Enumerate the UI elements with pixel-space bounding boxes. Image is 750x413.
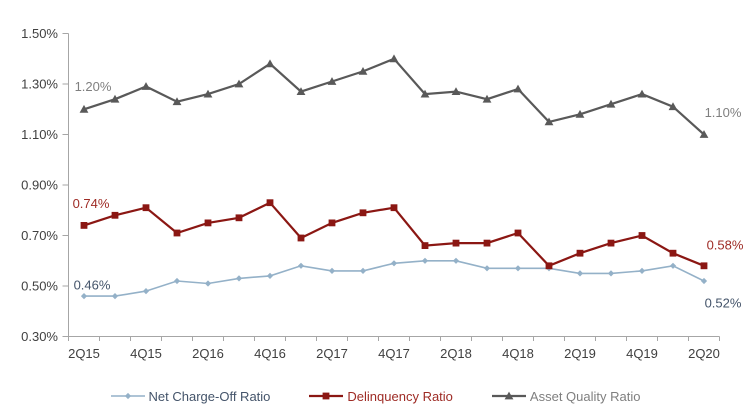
data-label-delinquency-ratio-first: 0.74% xyxy=(73,196,110,211)
series-asset-quality-ratio xyxy=(79,54,709,138)
data-label-asset-quality-ratio-first: 1.20% xyxy=(75,79,112,94)
y-tick-label: 0.70% xyxy=(21,228,58,243)
x-tick-label: 2Q15 xyxy=(68,346,100,361)
legend-label-delinquency-ratio: Delinquency Ratio xyxy=(347,388,453,404)
x-tick-label: 2Q16 xyxy=(192,346,224,361)
series-delinquency-ratio xyxy=(80,199,708,270)
series-net-charge-off-ratio xyxy=(80,257,708,300)
data-label-net-charge-off-ratio-last: 0.52% xyxy=(705,296,742,311)
axes xyxy=(62,33,720,341)
chart-legend: Net Charge-Off Ratio Delinquency Ratio A… xyxy=(0,386,750,406)
y-tick-label: 1.10% xyxy=(21,127,58,142)
x-tick-label: 4Q17 xyxy=(378,346,410,361)
legend-item-net-charge-off-ratio: Net Charge-Off Ratio xyxy=(110,388,271,404)
x-tick-label: 4Q15 xyxy=(130,346,162,361)
legend-item-asset-quality-ratio: Asset Quality Ratio xyxy=(491,388,641,404)
y-tick-label: 1.30% xyxy=(21,77,58,92)
diamond-line-legend-marker-icon xyxy=(110,392,145,400)
legend-item-delinquency-ratio: Delinquency Ratio xyxy=(308,389,453,404)
x-tick-label: 2Q18 xyxy=(440,346,472,361)
x-tick-label: 2Q19 xyxy=(564,346,596,361)
x-tick-label: 4Q16 xyxy=(254,346,286,361)
data-label-asset-quality-ratio-last: 1.10% xyxy=(705,105,742,120)
square-line-legend-marker-icon xyxy=(309,392,344,400)
y-tick-label: 0.50% xyxy=(21,279,58,294)
y-tick-label: 0.30% xyxy=(21,329,58,344)
chart-canvas: 1.50% 1.30% 1.10% 0.90% 0.70% 0.50% 0.30% 2Q15 4… xyxy=(21,26,744,361)
data-label-net-charge-off-ratio-first: 0.46% xyxy=(74,278,111,293)
y-axis-labels: 1.50% 1.30% 1.10% 0.90% 0.70% 0.50% 0.30% xyxy=(21,26,58,344)
y-tick-label: 0.90% xyxy=(21,178,58,193)
legend-label-asset-quality-ratio: Asset Quality Ratio xyxy=(529,388,641,404)
data-label-delinquency-ratio-last: 0.58% xyxy=(707,237,744,252)
data-labels: 1.20% 1.10% 0.74% 0.58% 0.46% 0.52% xyxy=(73,79,744,311)
x-tick-label: 2Q20 xyxy=(688,346,720,361)
triangle-line-legend-marker-icon xyxy=(491,391,526,400)
legend-label-net-charge-off-ratio: Net Charge-Off Ratio xyxy=(148,388,271,404)
x-tick-label: 4Q19 xyxy=(626,346,658,361)
x-tick-label: 2Q17 xyxy=(316,346,348,361)
x-tick-label: 4Q18 xyxy=(502,346,534,361)
x-axis-labels: 2Q15 4Q15 2Q16 4Q16 2Q17 4Q17 2Q18 4Q18 2Q19 4Q19… xyxy=(68,346,720,361)
y-tick-label: 1.50% xyxy=(21,26,58,41)
